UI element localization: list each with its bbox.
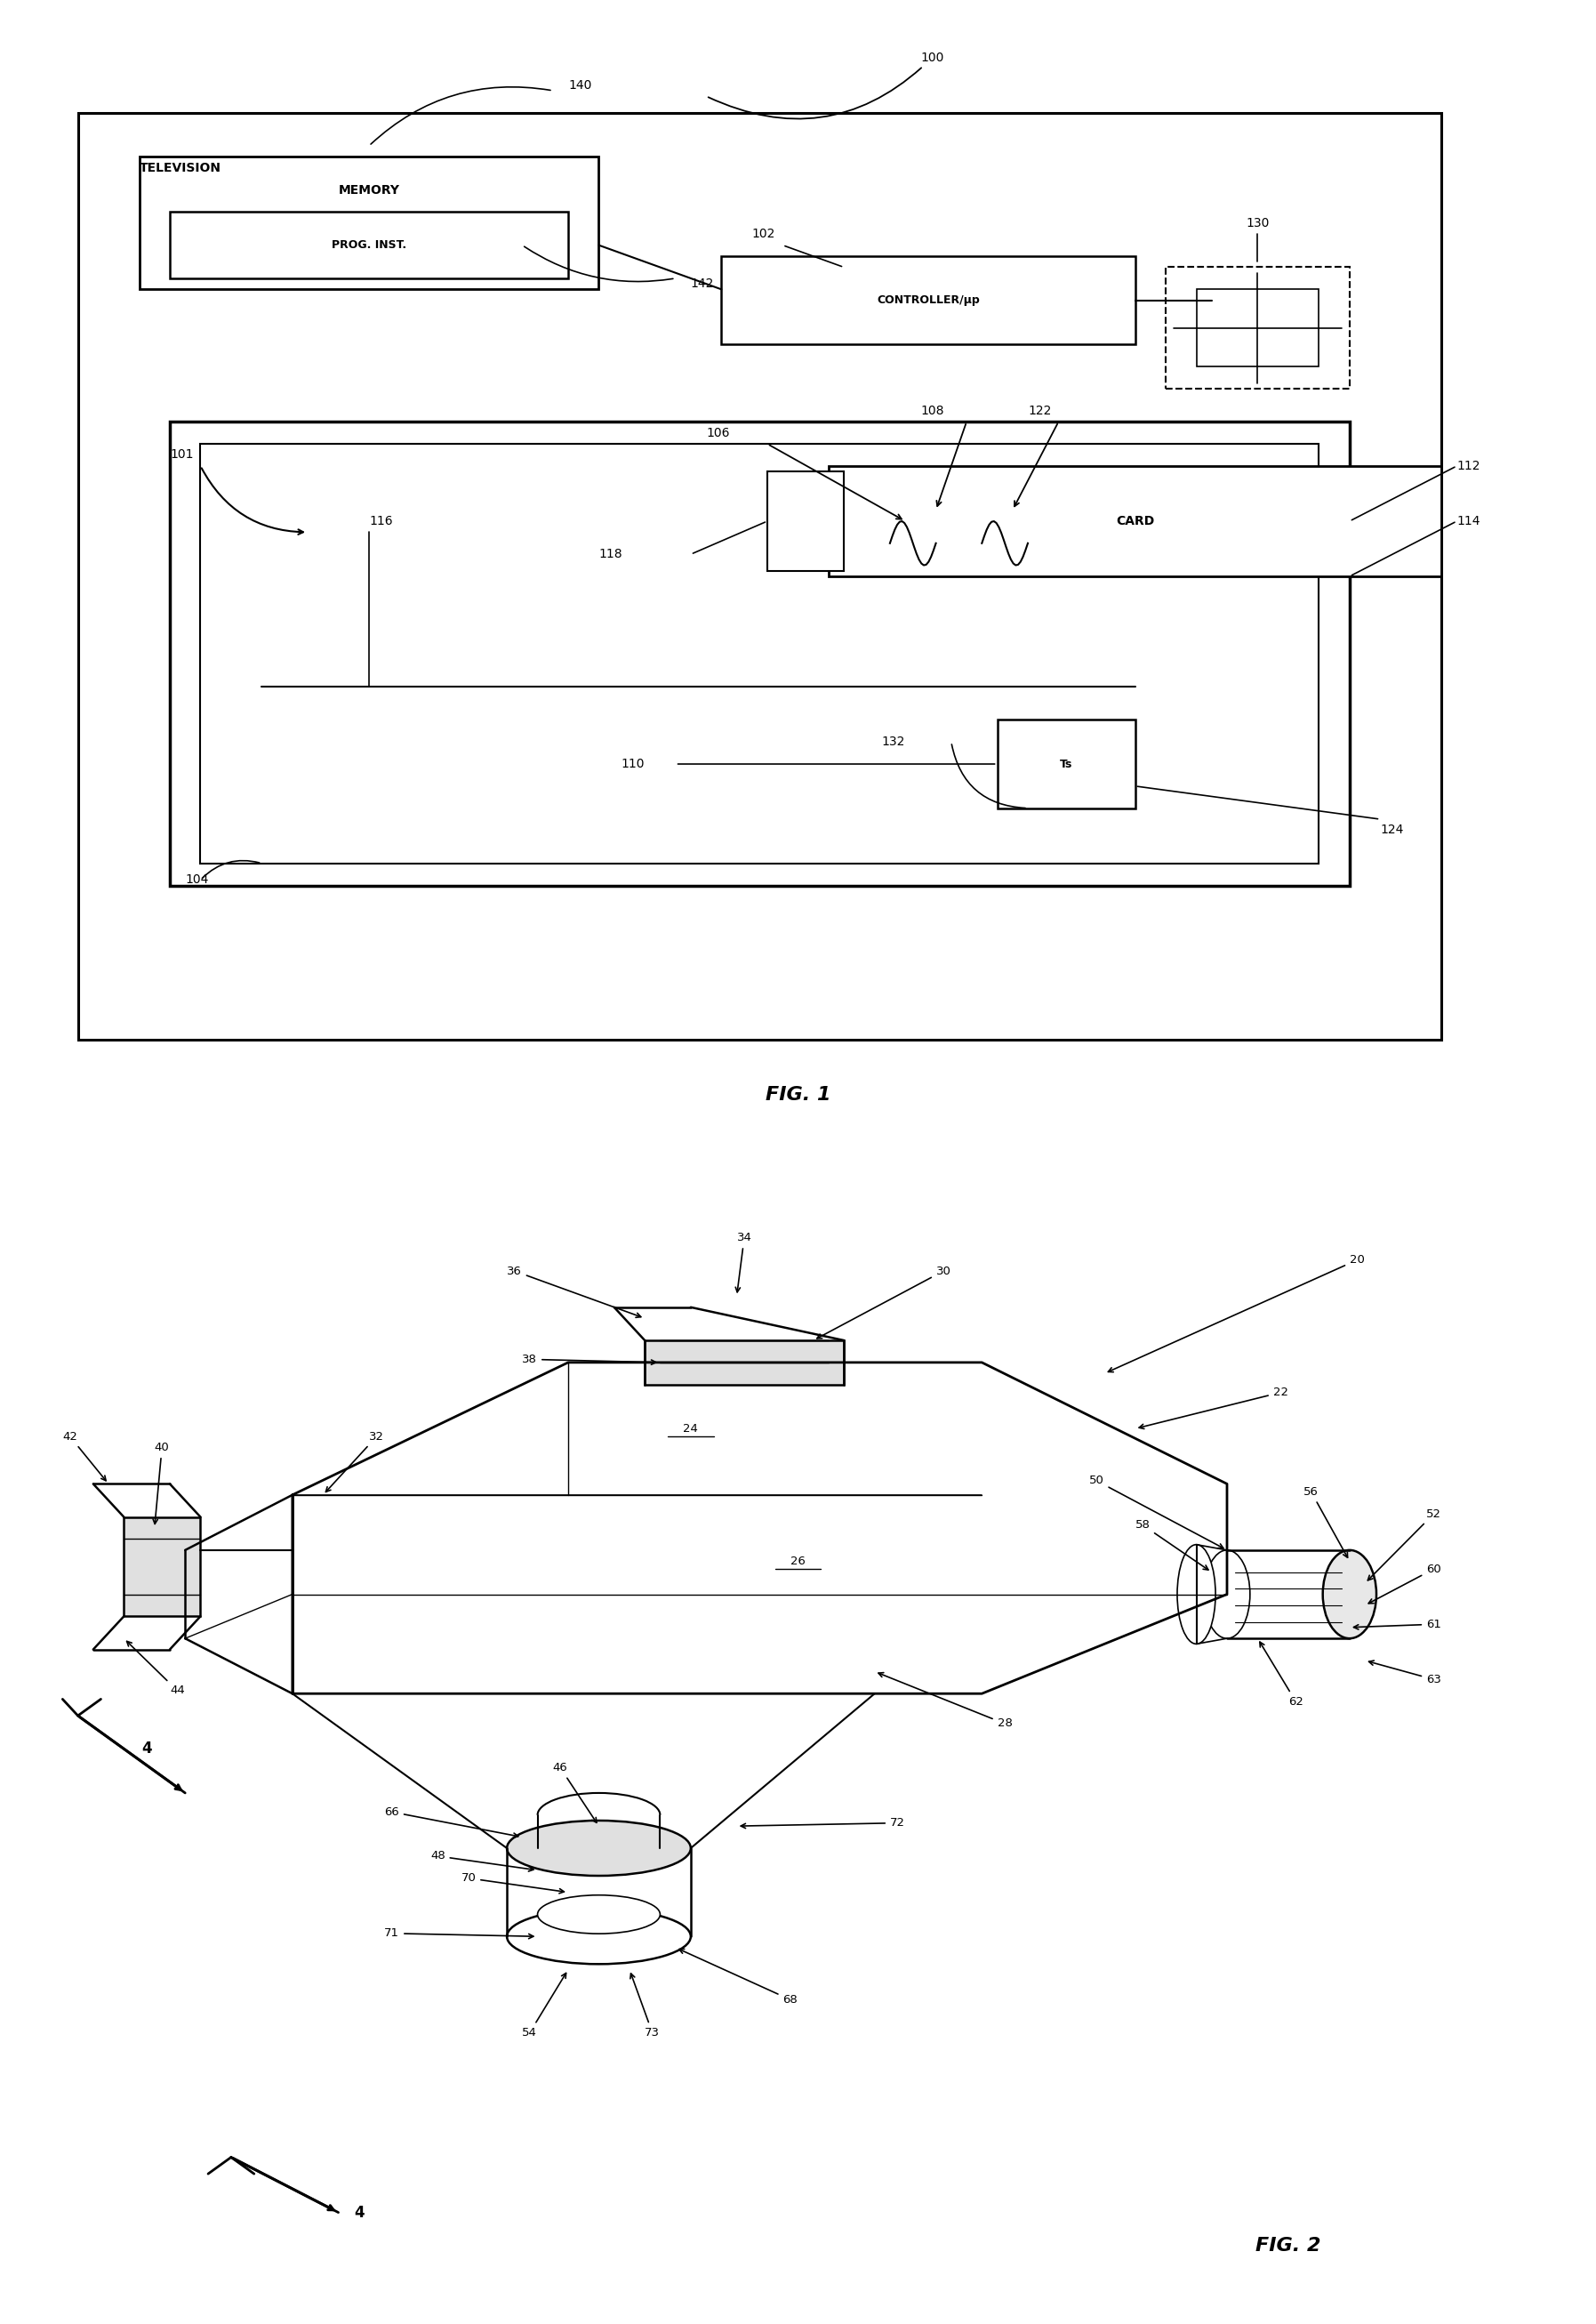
Text: 52: 52 (1368, 1508, 1441, 1580)
Ellipse shape (1323, 1550, 1376, 1638)
Text: 72: 72 (741, 1817, 905, 1829)
Text: CONTROLLER/μp: CONTROLLER/μp (876, 295, 980, 307)
Text: 48: 48 (431, 1850, 533, 1871)
Text: 58: 58 (1135, 1520, 1208, 1569)
Text: 38: 38 (522, 1353, 656, 1364)
Text: 104: 104 (185, 874, 209, 885)
Text: 116: 116 (369, 516, 393, 528)
Text: 56: 56 (1304, 1485, 1347, 1557)
Text: CARD: CARD (1116, 516, 1154, 528)
Bar (1197, 288, 1318, 367)
Text: 112: 112 (1457, 460, 1481, 472)
Text: 101: 101 (169, 449, 193, 460)
Bar (78, 112, 1441, 1039)
Text: 132: 132 (883, 737, 905, 748)
Ellipse shape (508, 1908, 691, 1964)
Text: 36: 36 (508, 1264, 642, 1318)
Bar (645, 1341, 844, 1385)
Text: 142: 142 (691, 277, 713, 290)
Bar (201, 444, 1318, 862)
Text: 114: 114 (1457, 516, 1481, 528)
Text: 62: 62 (1259, 1643, 1304, 1708)
Text: 110: 110 (621, 758, 645, 769)
Ellipse shape (508, 1820, 691, 1875)
Text: Ts: Ts (1060, 758, 1073, 769)
Ellipse shape (1203, 1550, 1250, 1638)
Text: 108: 108 (921, 404, 945, 416)
Text: 124: 124 (1381, 825, 1403, 837)
Bar (768, 472, 844, 572)
Bar (169, 423, 1350, 885)
Ellipse shape (1178, 1545, 1216, 1643)
Text: 4: 4 (142, 1741, 152, 1757)
Text: 61: 61 (1353, 1618, 1441, 1629)
Bar (828, 465, 1441, 576)
Text: 70: 70 (461, 1873, 563, 1894)
Text: MEMORY: MEMORY (338, 184, 399, 195)
Text: 68: 68 (680, 1950, 798, 2006)
Text: 66: 66 (385, 1806, 519, 1838)
Text: 106: 106 (705, 428, 729, 439)
Ellipse shape (538, 1894, 661, 1934)
Text: 30: 30 (817, 1264, 951, 1339)
Text: 73: 73 (630, 1973, 659, 2038)
Bar (124, 1518, 201, 1618)
Text: 20: 20 (1108, 1255, 1365, 1371)
Text: 34: 34 (736, 1232, 752, 1292)
Bar (139, 158, 598, 290)
Text: 130: 130 (1246, 216, 1269, 230)
Text: 26: 26 (790, 1555, 806, 1566)
Text: PROG. INST.: PROG. INST. (332, 239, 407, 251)
Text: TELEVISION: TELEVISION (139, 163, 220, 174)
Text: 63: 63 (1369, 1662, 1441, 1685)
Text: 22: 22 (1140, 1387, 1288, 1429)
Bar (721, 256, 1135, 344)
Text: 24: 24 (683, 1422, 699, 1434)
Text: 118: 118 (598, 548, 622, 560)
Bar (169, 211, 568, 279)
Text: 102: 102 (752, 228, 776, 239)
Text: 32: 32 (326, 1432, 385, 1492)
Text: FIG. 1: FIG. 1 (766, 1085, 830, 1104)
Text: 40: 40 (153, 1441, 169, 1525)
Text: 28: 28 (878, 1673, 1012, 1729)
Text: 140: 140 (568, 79, 592, 91)
Text: 50: 50 (1088, 1476, 1224, 1548)
Text: 54: 54 (522, 1973, 567, 2038)
Text: 71: 71 (385, 1927, 533, 1938)
Bar (998, 720, 1135, 809)
Bar (1165, 267, 1350, 388)
Text: 60: 60 (1368, 1564, 1441, 1604)
Text: 4: 4 (354, 2205, 364, 2219)
Text: 100: 100 (709, 51, 943, 119)
Text: 42: 42 (62, 1432, 105, 1480)
Text: FIG. 2: FIG. 2 (1256, 2236, 1321, 2254)
Text: 44: 44 (126, 1641, 185, 1697)
Text: 46: 46 (552, 1762, 597, 1822)
Text: 122: 122 (1028, 404, 1052, 416)
